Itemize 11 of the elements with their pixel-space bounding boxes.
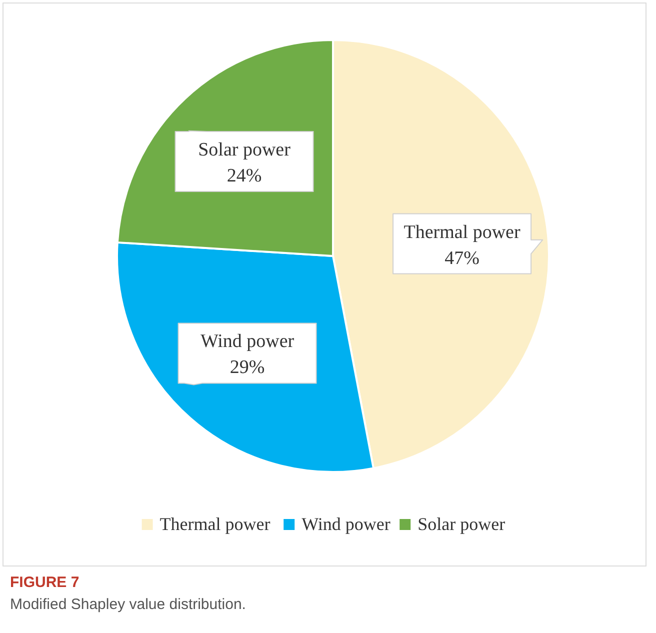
data-label: 47% xyxy=(444,248,480,269)
legend-label: Wind power xyxy=(302,514,390,534)
text: FIGURE 7 xyxy=(10,574,80,591)
data-label: 29% xyxy=(230,357,265,378)
legend-label: Solar power xyxy=(418,514,506,534)
slice-label: Thermal power xyxy=(404,222,521,243)
data-label: 24% xyxy=(226,166,262,187)
legend-label: Thermal power xyxy=(160,514,270,534)
slice-label: Wind power xyxy=(200,331,295,352)
slice-label: Solar power xyxy=(198,140,292,161)
text: Modified Shapley value distribution. xyxy=(10,596,246,613)
